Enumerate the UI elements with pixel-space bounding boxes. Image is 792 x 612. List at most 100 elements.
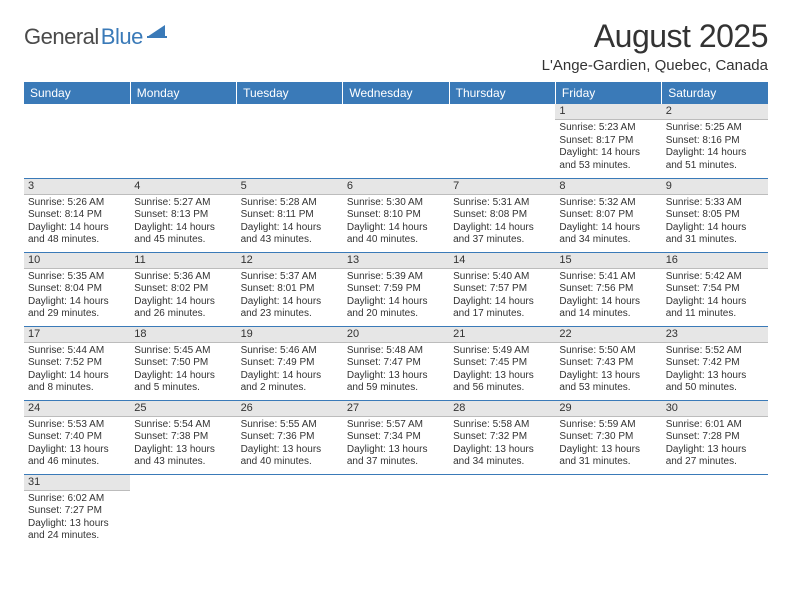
day-header: Friday — [555, 82, 661, 104]
day-number: 10 — [24, 253, 130, 269]
day-details: Sunrise: 5:53 AMSunset: 7:40 PMDaylight:… — [24, 417, 130, 472]
calendar-cell: 23Sunrise: 5:52 AMSunset: 7:42 PMDayligh… — [662, 326, 768, 400]
calendar-head: SundayMondayTuesdayWednesdayThursdayFrid… — [24, 82, 768, 104]
day-details: Sunrise: 5:52 AMSunset: 7:42 PMDaylight:… — [662, 343, 768, 398]
day-number: 11 — [130, 253, 236, 269]
calendar-cell: 27Sunrise: 5:57 AMSunset: 7:34 PMDayligh… — [343, 400, 449, 474]
day-header: Tuesday — [237, 82, 343, 104]
day-details: Sunrise: 5:25 AMSunset: 8:16 PMDaylight:… — [662, 120, 768, 175]
day-details: Sunrise: 5:32 AMSunset: 8:07 PMDaylight:… — [555, 195, 661, 250]
day-number: 18 — [130, 327, 236, 343]
calendar-cell: 6Sunrise: 5:30 AMSunset: 8:10 PMDaylight… — [343, 178, 449, 252]
calendar-cell: 18Sunrise: 5:45 AMSunset: 7:50 PMDayligh… — [130, 326, 236, 400]
day-number: 5 — [237, 179, 343, 195]
calendar-cell — [343, 474, 449, 548]
day-number: 30 — [662, 401, 768, 417]
logo-text-blue: Blue — [101, 24, 143, 50]
calendar-cell: 22Sunrise: 5:50 AMSunset: 7:43 PMDayligh… — [555, 326, 661, 400]
day-details: Sunrise: 5:45 AMSunset: 7:50 PMDaylight:… — [130, 343, 236, 398]
day-number: 22 — [555, 327, 661, 343]
day-details: Sunrise: 5:28 AMSunset: 8:11 PMDaylight:… — [237, 195, 343, 250]
day-number: 8 — [555, 179, 661, 195]
day-header: Wednesday — [343, 82, 449, 104]
day-details: Sunrise: 5:35 AMSunset: 8:04 PMDaylight:… — [24, 269, 130, 324]
day-number: 1 — [555, 104, 661, 120]
day-number: 26 — [237, 401, 343, 417]
day-details: Sunrise: 5:59 AMSunset: 7:30 PMDaylight:… — [555, 417, 661, 472]
day-details: Sunrise: 5:37 AMSunset: 8:01 PMDaylight:… — [237, 269, 343, 324]
calendar-table: SundayMondayTuesdayWednesdayThursdayFrid… — [24, 82, 768, 548]
calendar-cell: 16Sunrise: 5:42 AMSunset: 7:54 PMDayligh… — [662, 252, 768, 326]
day-number: 4 — [130, 179, 236, 195]
day-details: Sunrise: 5:44 AMSunset: 7:52 PMDaylight:… — [24, 343, 130, 398]
calendar-cell: 24Sunrise: 5:53 AMSunset: 7:40 PMDayligh… — [24, 400, 130, 474]
day-number: 27 — [343, 401, 449, 417]
day-number: 14 — [449, 253, 555, 269]
calendar-cell: 19Sunrise: 5:46 AMSunset: 7:49 PMDayligh… — [237, 326, 343, 400]
day-header: Monday — [130, 82, 236, 104]
day-header: Saturday — [662, 82, 768, 104]
calendar-cell: 14Sunrise: 5:40 AMSunset: 7:57 PMDayligh… — [449, 252, 555, 326]
calendar-cell — [343, 104, 449, 178]
calendar-cell: 11Sunrise: 5:36 AMSunset: 8:02 PMDayligh… — [130, 252, 236, 326]
day-details: Sunrise: 5:39 AMSunset: 7:59 PMDaylight:… — [343, 269, 449, 324]
day-details: Sunrise: 5:55 AMSunset: 7:36 PMDaylight:… — [237, 417, 343, 472]
day-number: 17 — [24, 327, 130, 343]
calendar-cell: 29Sunrise: 5:59 AMSunset: 7:30 PMDayligh… — [555, 400, 661, 474]
day-number: 28 — [449, 401, 555, 417]
day-details: Sunrise: 5:36 AMSunset: 8:02 PMDaylight:… — [130, 269, 236, 324]
calendar-cell — [449, 474, 555, 548]
day-number: 16 — [662, 253, 768, 269]
logo-text-general: General — [24, 24, 99, 50]
calendar-cell: 5Sunrise: 5:28 AMSunset: 8:11 PMDaylight… — [237, 178, 343, 252]
day-number: 20 — [343, 327, 449, 343]
day-header: Thursday — [449, 82, 555, 104]
day-number: 9 — [662, 179, 768, 195]
calendar-cell: 20Sunrise: 5:48 AMSunset: 7:47 PMDayligh… — [343, 326, 449, 400]
day-details: Sunrise: 5:40 AMSunset: 7:57 PMDaylight:… — [449, 269, 555, 324]
day-details: Sunrise: 5:49 AMSunset: 7:45 PMDaylight:… — [449, 343, 555, 398]
day-number: 19 — [237, 327, 343, 343]
day-number: 13 — [343, 253, 449, 269]
day-details: Sunrise: 5:33 AMSunset: 8:05 PMDaylight:… — [662, 195, 768, 250]
calendar-cell: 9Sunrise: 5:33 AMSunset: 8:05 PMDaylight… — [662, 178, 768, 252]
logo: General Blue — [24, 24, 169, 50]
day-number: 23 — [662, 327, 768, 343]
calendar-cell — [662, 474, 768, 548]
day-details: Sunrise: 5:46 AMSunset: 7:49 PMDaylight:… — [237, 343, 343, 398]
day-number: 21 — [449, 327, 555, 343]
flag-icon — [147, 23, 169, 44]
calendar-cell: 21Sunrise: 5:49 AMSunset: 7:45 PMDayligh… — [449, 326, 555, 400]
calendar-cell: 13Sunrise: 5:39 AMSunset: 7:59 PMDayligh… — [343, 252, 449, 326]
calendar-cell: 8Sunrise: 5:32 AMSunset: 8:07 PMDaylight… — [555, 178, 661, 252]
calendar-cell — [237, 104, 343, 178]
day-number: 25 — [130, 401, 236, 417]
calendar-cell — [449, 104, 555, 178]
calendar-cell: 15Sunrise: 5:41 AMSunset: 7:56 PMDayligh… — [555, 252, 661, 326]
day-details: Sunrise: 5:23 AMSunset: 8:17 PMDaylight:… — [555, 120, 661, 175]
calendar-cell: 26Sunrise: 5:55 AMSunset: 7:36 PMDayligh… — [237, 400, 343, 474]
calendar-cell — [237, 474, 343, 548]
location-subtitle: L'Ange-Gardien, Quebec, Canada — [542, 57, 768, 74]
day-details: Sunrise: 6:01 AMSunset: 7:28 PMDaylight:… — [662, 417, 768, 472]
header: General Blue August 2025 L'Ange-Gardien,… — [24, 18, 768, 74]
day-details: Sunrise: 5:54 AMSunset: 7:38 PMDaylight:… — [130, 417, 236, 472]
page-title: August 2025 — [542, 18, 768, 55]
day-details: Sunrise: 5:50 AMSunset: 7:43 PMDaylight:… — [555, 343, 661, 398]
calendar-cell: 1Sunrise: 5:23 AMSunset: 8:17 PMDaylight… — [555, 104, 661, 178]
day-details: Sunrise: 5:27 AMSunset: 8:13 PMDaylight:… — [130, 195, 236, 250]
day-number: 2 — [662, 104, 768, 120]
title-block: August 2025 L'Ange-Gardien, Quebec, Cana… — [542, 18, 768, 74]
day-number: 29 — [555, 401, 661, 417]
day-number: 31 — [24, 475, 130, 491]
day-details: Sunrise: 5:58 AMSunset: 7:32 PMDaylight:… — [449, 417, 555, 472]
calendar-cell — [24, 104, 130, 178]
day-details: Sunrise: 5:31 AMSunset: 8:08 PMDaylight:… — [449, 195, 555, 250]
calendar-cell — [555, 474, 661, 548]
day-details: Sunrise: 5:48 AMSunset: 7:47 PMDaylight:… — [343, 343, 449, 398]
day-details: Sunrise: 5:30 AMSunset: 8:10 PMDaylight:… — [343, 195, 449, 250]
day-details: Sunrise: 5:57 AMSunset: 7:34 PMDaylight:… — [343, 417, 449, 472]
calendar-cell: 17Sunrise: 5:44 AMSunset: 7:52 PMDayligh… — [24, 326, 130, 400]
day-details: Sunrise: 6:02 AMSunset: 7:27 PMDaylight:… — [24, 491, 130, 546]
calendar-cell: 28Sunrise: 5:58 AMSunset: 7:32 PMDayligh… — [449, 400, 555, 474]
